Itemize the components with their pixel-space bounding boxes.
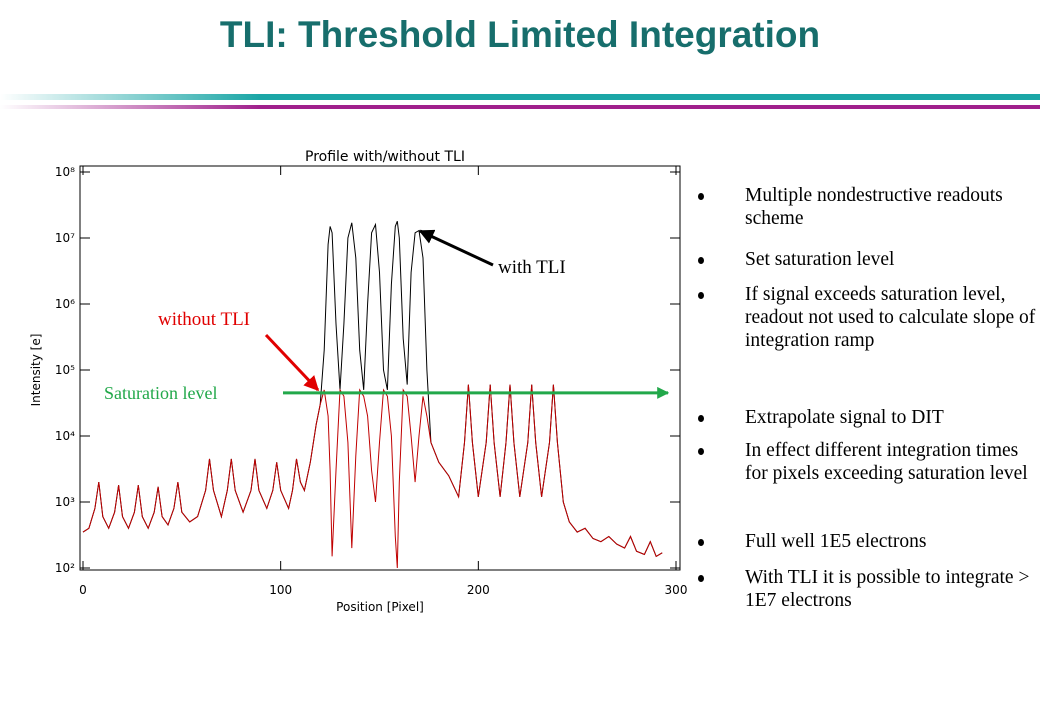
y-axis-label: Intensity [e] xyxy=(29,334,43,407)
y-tick-label: 10⁸ xyxy=(55,165,75,179)
chart: Profile with/without TLI Position [Pixel]… xyxy=(29,149,688,614)
y-tick-label: 10⁵ xyxy=(55,363,75,377)
plot-frame xyxy=(79,165,681,571)
x-axis-label: Position [Pixel] xyxy=(336,600,424,614)
x-tick-label: 200 xyxy=(467,583,490,597)
annotation-arrow xyxy=(418,229,494,267)
y-tick-label: 10⁴ xyxy=(55,429,75,443)
bullet: Full well 1E5 electrons xyxy=(698,530,1037,553)
bullet: If signal exceeds saturation level, read… xyxy=(698,284,1036,351)
teal-bar xyxy=(0,94,1040,100)
y-tick-label: 10⁶ xyxy=(55,297,75,311)
bullet: Set saturation level xyxy=(698,248,1037,271)
chart-title: Profile with/without TLI xyxy=(305,149,465,165)
x-tick-label: 0 xyxy=(79,583,87,597)
bullet: Multiple nondestructive readouts scheme xyxy=(698,184,1037,230)
annotation: with TLI xyxy=(498,257,566,278)
annotation: without TLI xyxy=(158,309,250,330)
x-tick-label: 300 xyxy=(665,583,688,597)
annotation-arrow xyxy=(264,333,320,392)
series-line xyxy=(82,384,663,569)
y-tick-label: 10³ xyxy=(55,495,75,509)
y-tick-label: 10⁷ xyxy=(55,231,75,245)
header-bars xyxy=(0,94,1040,109)
slide-title: TLI: Threshold Limited Integration xyxy=(219,14,821,55)
bullet: Extrapolate signal to DIT xyxy=(698,406,1037,429)
bullet: In effect different integration times fo… xyxy=(698,439,1037,485)
saturation-label: Saturation level xyxy=(104,383,217,403)
magenta-bar xyxy=(0,105,1040,109)
y-tick-label: 10² xyxy=(55,561,75,575)
x-tick-label: 100 xyxy=(269,583,292,597)
bullet: With TLI it is possible to integrate > 1… xyxy=(698,566,1037,612)
